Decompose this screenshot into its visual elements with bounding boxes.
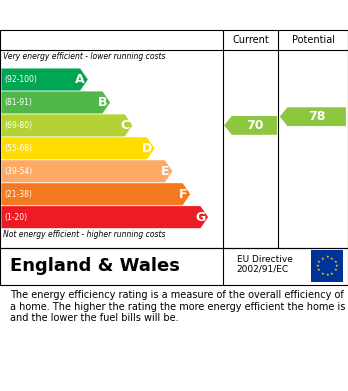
Text: ★: ★ [321,256,324,260]
Text: 78: 78 [308,110,325,123]
Text: ★: ★ [316,264,319,268]
Polygon shape [280,107,346,126]
Text: A: A [76,73,85,86]
Text: Not energy efficient - higher running costs: Not energy efficient - higher running co… [3,230,166,239]
Polygon shape [1,91,110,113]
Text: C: C [120,119,129,132]
Text: ★: ★ [317,260,321,264]
Text: E: E [161,165,170,178]
Text: (55-68): (55-68) [4,144,32,153]
Text: EU Directive
2002/91/EC: EU Directive 2002/91/EC [237,255,293,274]
Text: Current: Current [232,35,269,45]
Text: ★: ★ [333,269,337,273]
Text: ★: ★ [330,256,334,260]
Text: 70: 70 [246,119,263,132]
Text: D: D [142,142,152,155]
Polygon shape [1,183,190,205]
Text: ★: ★ [321,272,324,276]
Text: ★: ★ [325,273,329,277]
Polygon shape [1,114,132,136]
Text: ★: ★ [317,269,321,273]
Text: (92-100): (92-100) [4,75,37,84]
Text: (1-20): (1-20) [4,213,27,222]
Text: (21-38): (21-38) [4,190,32,199]
Text: (69-80): (69-80) [4,121,32,130]
Text: Energy Efficiency Rating: Energy Efficiency Rating [10,6,239,24]
Text: ★: ★ [335,264,338,268]
Text: G: G [195,211,205,224]
Text: ★: ★ [325,255,329,259]
Polygon shape [1,68,88,91]
Bar [311,251,343,282]
Text: ★: ★ [333,260,337,264]
Text: Potential: Potential [292,35,335,45]
Polygon shape [224,116,277,135]
Text: The energy efficiency rating is a measure of the overall efficiency of a home. T: The energy efficiency rating is a measur… [10,290,346,323]
Text: (81-91): (81-91) [4,98,32,107]
Polygon shape [1,206,208,228]
Text: Very energy efficient - lower running costs: Very energy efficient - lower running co… [3,52,166,61]
Text: England & Wales: England & Wales [10,257,180,275]
Text: ★: ★ [330,272,334,276]
Text: F: F [179,188,188,201]
Text: (39-54): (39-54) [4,167,32,176]
Polygon shape [1,137,155,160]
Polygon shape [1,160,173,182]
Text: B: B [98,96,107,109]
